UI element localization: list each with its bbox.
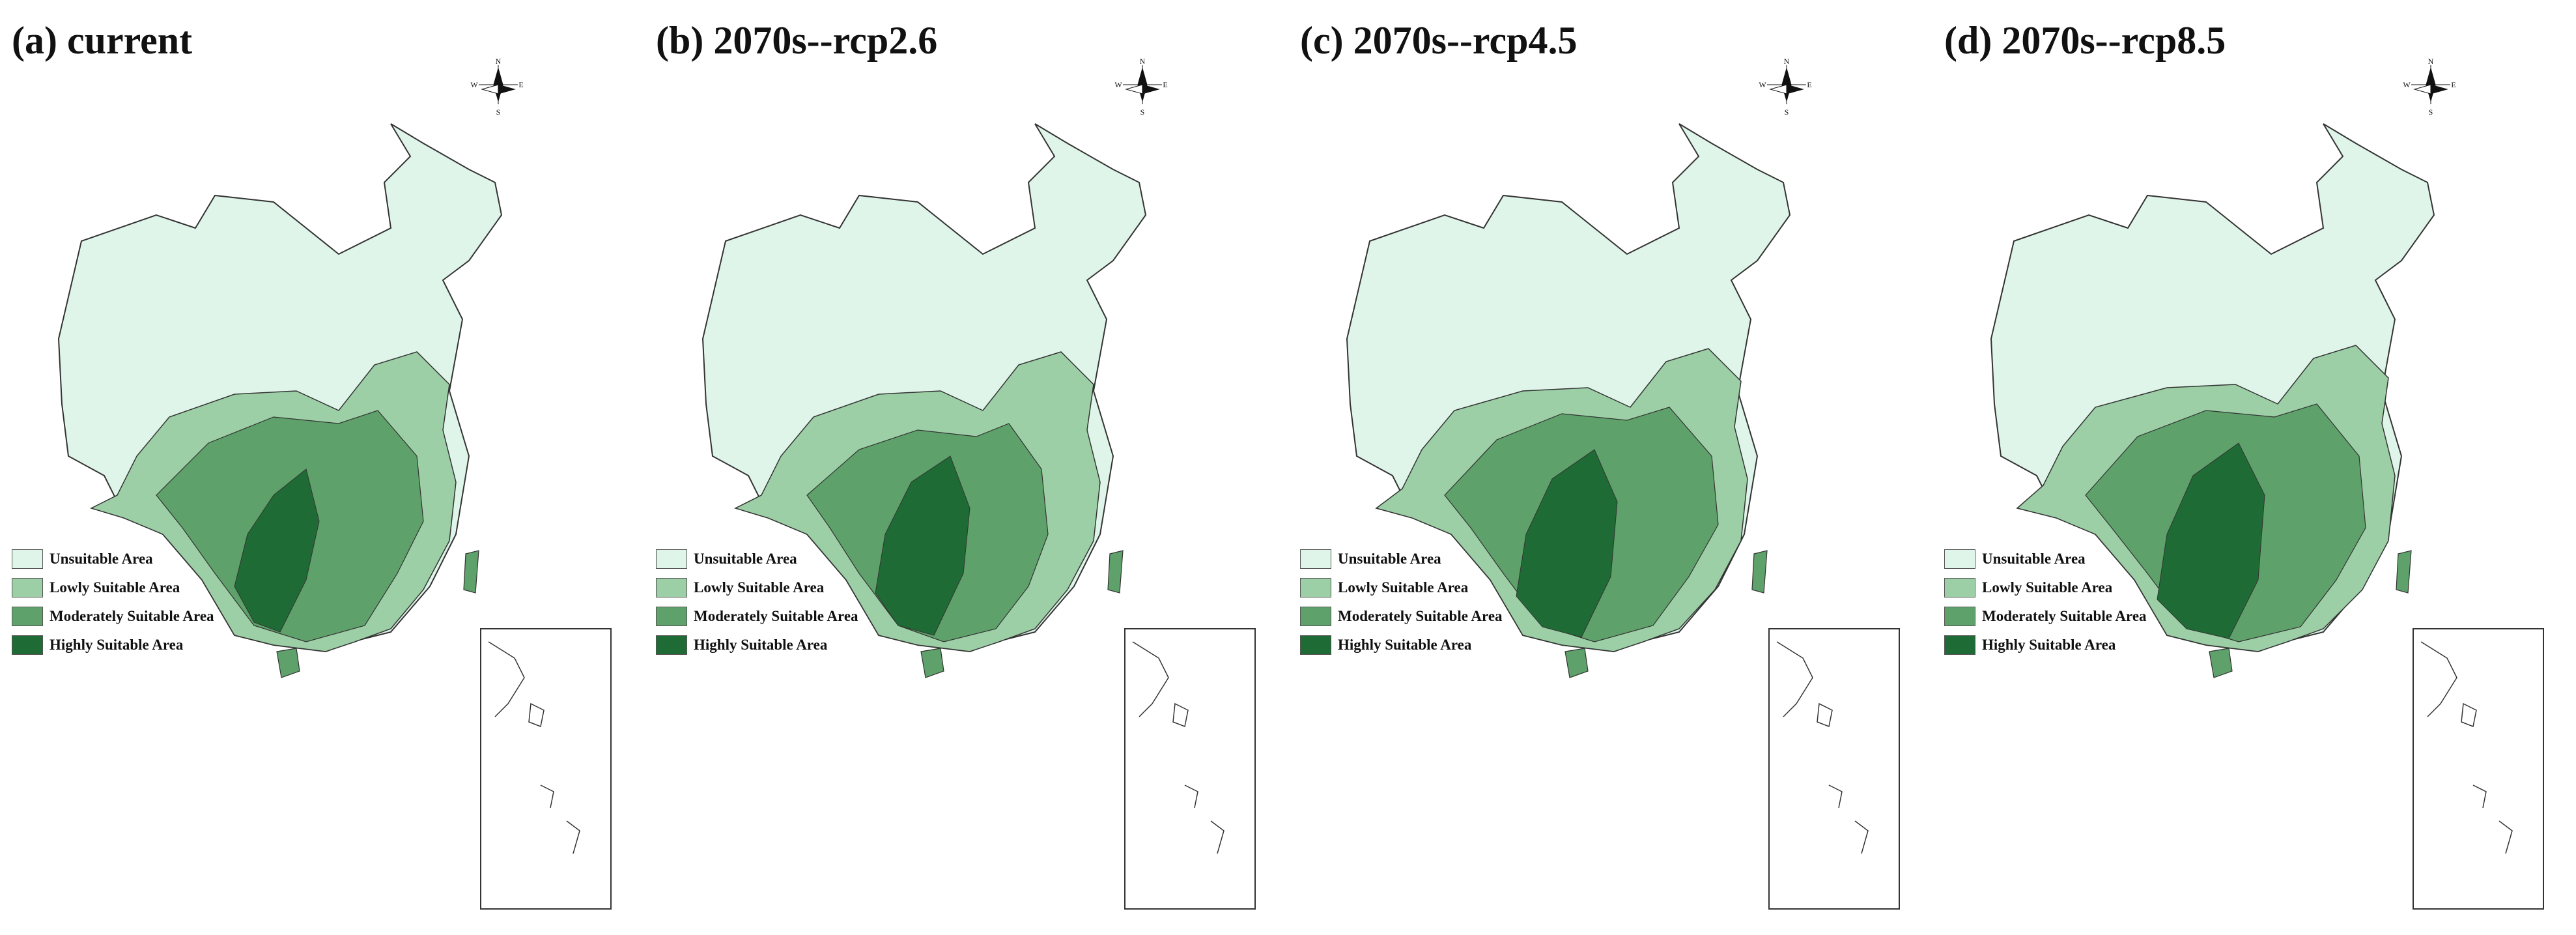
legend-item-lowly: Lowly Suitable Area: [656, 575, 858, 601]
panel-current: (a) current: [0, 0, 644, 935]
compass-rose: N E S W: [1114, 57, 1167, 117]
legend-label: Moderately Suitable Area: [50, 608, 214, 624]
legend-item-highly: Highly Suitable Area: [12, 632, 214, 658]
legend-label: Unsuitable Area: [1338, 551, 1441, 567]
compass-w-label: W: [470, 80, 478, 89]
suitability-map: N E S W: [1346, 57, 1900, 910]
legend-label: Moderately Suitable Area: [694, 608, 858, 624]
inset-map: [2413, 628, 2544, 910]
china-map: [1990, 123, 2435, 678]
compass-rose: N E S W: [2403, 57, 2456, 117]
legend-label: Unsuitable Area: [694, 551, 797, 567]
legend-swatch: [1944, 607, 1975, 626]
legend-item-lowly: Lowly Suitable Area: [12, 575, 214, 601]
legend-item-moderately: Moderately Suitable Area: [12, 603, 214, 629]
compass-n-label: N: [1784, 57, 1790, 66]
compass-w-label: W: [1759, 80, 1766, 89]
legend-item-unsuitable: Unsuitable Area: [1300, 546, 1503, 572]
compass-s-label: S: [1140, 108, 1145, 117]
legend-swatch: [1944, 635, 1975, 655]
compass-n-label: N: [1140, 57, 1146, 66]
china-map: [701, 123, 1147, 678]
legend-label: Unsuitable Area: [50, 551, 153, 567]
legend-item-highly: Highly Suitable Area: [1300, 632, 1503, 658]
compass-s-label: S: [2429, 108, 2433, 117]
legend-item-unsuitable: Unsuitable Area: [12, 546, 214, 572]
legend-item-moderately: Moderately Suitable Area: [1944, 603, 2147, 629]
compass-rose: N E S W: [1759, 57, 1811, 117]
legend-swatch: [12, 635, 43, 655]
legend-item-moderately: Moderately Suitable Area: [1300, 603, 1503, 629]
legend: Unsuitable Area Lowly Suitable Area Mode…: [12, 546, 214, 661]
legend-swatch: [1300, 607, 1331, 626]
legend-item-unsuitable: Unsuitable Area: [1944, 546, 2147, 572]
compass-e-label: E: [1163, 80, 1167, 89]
compass-e-label: E: [2451, 80, 2456, 89]
legend: Unsuitable Area Lowly Suitable Area Mode…: [656, 546, 858, 661]
legend-label: Lowly Suitable Area: [1982, 579, 2113, 596]
legend-item-lowly: Lowly Suitable Area: [1944, 575, 2147, 601]
legend-swatch: [12, 607, 43, 626]
legend-item-unsuitable: Unsuitable Area: [656, 546, 858, 572]
legend-item-highly: Highly Suitable Area: [1944, 632, 2147, 658]
legend-swatch: [1300, 635, 1331, 655]
legend: Unsuitable Area Lowly Suitable Area Mode…: [1300, 546, 1503, 661]
panel-title: (d) 2070s--rcp8.5: [1944, 19, 2226, 62]
panel-title: (c) 2070s--rcp4.5: [1300, 19, 1578, 62]
legend-swatch: [656, 549, 687, 569]
china-map: [1346, 123, 1791, 678]
panel-2070s-rcp4.5: (c) 2070s--rcp4.5: [1288, 0, 1932, 935]
compass-e-label: E: [1807, 80, 1811, 89]
legend-swatch: [656, 578, 687, 597]
legend-label: Highly Suitable Area: [1338, 637, 1472, 653]
compass-s-label: S: [1785, 108, 1789, 117]
legend-label: Lowly Suitable Area: [50, 579, 180, 596]
compass-w-label: W: [2403, 80, 2411, 89]
legend-item-highly: Highly Suitable Area: [656, 632, 858, 658]
compass-w-label: W: [1114, 80, 1122, 89]
compass-n-label: N: [2428, 57, 2434, 66]
legend-label: Unsuitable Area: [1982, 551, 2086, 567]
compass-e-label: E: [518, 80, 523, 89]
compass-s-label: S: [496, 108, 501, 117]
legend-label: Moderately Suitable Area: [1338, 608, 1503, 624]
legend-label: Highly Suitable Area: [50, 637, 184, 653]
legend-label: Moderately Suitable Area: [1982, 608, 2147, 624]
legend-label: Highly Suitable Area: [694, 637, 828, 653]
legend-swatch: [1300, 549, 1331, 569]
suitability-map: N E S W: [1990, 57, 2544, 910]
inset-map: [1768, 628, 1900, 910]
panel-2070s-rcp2.6: (b) 2070s--rcp2.6: [644, 0, 1288, 935]
legend-swatch: [656, 607, 687, 626]
legend-swatch: [1944, 549, 1975, 569]
legend-swatch: [12, 578, 43, 597]
suitability-map: N E S W: [701, 57, 1256, 910]
panel-title: (a) current: [12, 19, 193, 62]
legend: Unsuitable Area Lowly Suitable Area Mode…: [1944, 546, 2147, 661]
suitability-map: N E S W: [57, 57, 612, 910]
legend-item-moderately: Moderately Suitable Area: [656, 603, 858, 629]
inset-map: [1124, 628, 1256, 910]
compass-rose: N E S W: [470, 57, 523, 117]
panel-2070s-rcp8.5: (d) 2070s--rcp8.5: [1932, 0, 2576, 935]
inset-map: [480, 628, 612, 910]
legend-swatch: [1300, 578, 1331, 597]
legend-label: Lowly Suitable Area: [694, 579, 825, 596]
panel-title: (b) 2070s--rcp2.6: [656, 19, 938, 62]
legend-label: Lowly Suitable Area: [1338, 579, 1469, 596]
legend-item-lowly: Lowly Suitable Area: [1300, 575, 1503, 601]
china-map: [57, 123, 503, 678]
legend-swatch: [12, 549, 43, 569]
legend-label: Highly Suitable Area: [1982, 637, 2116, 653]
compass-n-label: N: [496, 57, 502, 66]
legend-swatch: [1944, 578, 1975, 597]
legend-swatch: [656, 635, 687, 655]
